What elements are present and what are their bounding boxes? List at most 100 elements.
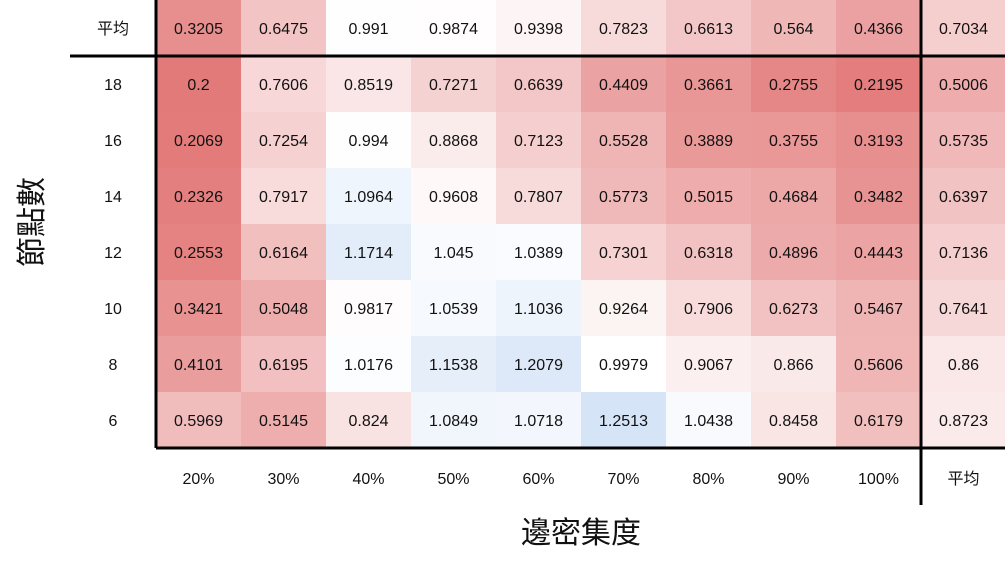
heatmap-cell-label: 0.2326 (174, 189, 223, 206)
heatmap-cell-fill (666, 336, 751, 392)
row-average-cell: 0.7641 (921, 280, 1005, 336)
column-average-cell-label: 0.6475 (259, 21, 308, 38)
column-average-cell-label: 0.4366 (854, 21, 903, 38)
heatmap-cell-label: 0.6195 (259, 357, 308, 374)
heatmap-cell: 0.994 (326, 112, 411, 168)
heatmap-cell-fill (156, 56, 241, 112)
column-average-cell-fill (326, 0, 411, 56)
heatmap-cell: 1.0849 (411, 392, 496, 448)
column-average-cell-label: 0.9874 (429, 21, 478, 38)
heatmap-cell-label: 1.0438 (684, 413, 733, 430)
y-axis-title: 節點數 (15, 177, 50, 267)
heatmap-cell: 0.2553 (156, 224, 241, 280)
heatmap-cell-label: 0.3755 (769, 133, 818, 150)
heatmap-cell-fill (666, 112, 751, 168)
heatmap-cell: 1.1036 (496, 280, 581, 336)
heatmap-cell-label: 0.7807 (514, 189, 563, 206)
row-average-cell: 0.86 (921, 336, 1005, 392)
heatmap-cell: 0.8519 (326, 56, 411, 112)
heatmap-cell: 0.5467 (836, 280, 921, 336)
heatmap-cell: 1.045 (411, 224, 496, 280)
row-average-cell-fill (921, 336, 1005, 392)
heatmap-cell-fill (836, 224, 921, 280)
heatmap-cell-fill (581, 168, 666, 224)
heatmap-cell: 0.5606 (836, 336, 921, 392)
heatmap-cell-label: 1.0718 (514, 413, 563, 430)
heatmap-cell-fill (496, 224, 581, 280)
heatmap-cell: 1.0438 (666, 392, 751, 448)
heatmap-cell: 0.6164 (241, 224, 326, 280)
heatmap-cell: 0.7906 (666, 280, 751, 336)
heatmap-cell-fill (156, 112, 241, 168)
heatmap-cell-label: 1.0389 (514, 245, 563, 262)
column-average-cell-fill (241, 0, 326, 56)
heatmap-cell: 0.7807 (496, 168, 581, 224)
heatmap-cell-fill (496, 168, 581, 224)
heatmap-cell-fill (836, 168, 921, 224)
heatmap-cell: 0.6639 (496, 56, 581, 112)
column-average-cell: 0.9874 (411, 0, 496, 56)
heatmap-cell-fill (241, 112, 326, 168)
heatmap-cell: 0.8868 (411, 112, 496, 168)
heatmap-cell-fill (751, 168, 836, 224)
heatmap-cell-label: 1.2079 (514, 357, 563, 374)
heatmap-cell-label: 1.045 (433, 245, 473, 262)
y-tick-average-label: 平均 (97, 20, 129, 38)
column-average-cell-fill (666, 0, 751, 56)
column-average-cell: 0.9398 (496, 0, 581, 56)
heatmap-cell-label: 0.4443 (854, 245, 903, 262)
heatmap-cell-fill (581, 56, 666, 112)
heatmap-cell-fill (751, 392, 836, 448)
heatmap-cell-fill (751, 112, 836, 168)
x-tick-label: 80% (692, 471, 724, 488)
heatmap-cell: 0.5528 (581, 112, 666, 168)
column-average-cell-label: 0.7823 (599, 21, 648, 38)
y-tick-label: 18 (104, 77, 122, 94)
heatmap-cell-fill (836, 392, 921, 448)
y-tick-label: 10 (104, 301, 122, 318)
row-average-column: 0.5006 0.5735 0.6397 0.7136 0.7641 0.86 0.8723 (921, 56, 1005, 448)
heatmap-cell: 0.4101 (156, 336, 241, 392)
row-average-cell-label: 0.86 (948, 357, 979, 374)
column-average-cell-fill (581, 0, 666, 56)
heatmap-cell-label: 0.9608 (429, 189, 478, 206)
column-average-cell-label: 0.3205 (174, 21, 223, 38)
heatmap-cell-label: 1.1538 (429, 357, 478, 374)
heatmap-cell-label: 0.3482 (854, 189, 903, 206)
heatmap-cell: 0.2 (156, 56, 241, 112)
heatmap-cell-fill (496, 56, 581, 112)
y-tick-label: 16 (104, 133, 122, 150)
row-average-cell-fill (921, 224, 1005, 280)
heatmap-cell-fill (666, 392, 751, 448)
heatmap-cell-label: 1.0849 (429, 413, 478, 430)
heatmap-cells: 0.2 0.7606 0.8519 0.7271 0.6639 0.4409 0.3661 0… (156, 56, 921, 448)
overall-average-cell-fill (921, 0, 1005, 56)
row-average-cell-label: 0.7641 (939, 301, 988, 318)
heatmap-cell-fill (156, 336, 241, 392)
heatmap-cell-label: 0.5606 (854, 357, 903, 374)
row-average-cell: 0.6397 (921, 168, 1005, 224)
heatmap-cell: 1.1538 (411, 336, 496, 392)
heatmap-cell-fill (666, 224, 751, 280)
heatmap-cell-label: 0.6179 (854, 413, 903, 430)
heatmap-cell-fill (751, 280, 836, 336)
row-average-cell-fill (921, 168, 1005, 224)
column-average-cell: 0.6475 (241, 0, 326, 56)
heatmap-cell: 0.9817 (326, 280, 411, 336)
heatmap-cell: 0.866 (751, 336, 836, 392)
heatmap-cell-fill (326, 336, 411, 392)
heatmap-cell: 0.4684 (751, 168, 836, 224)
heatmap-cell-label: 0.824 (348, 413, 388, 430)
heatmap-cell-label: 0.9817 (344, 301, 393, 318)
column-average-cell-label: 0.9398 (514, 21, 563, 38)
row-average-cell-fill (921, 280, 1005, 336)
heatmap-cell: 0.6179 (836, 392, 921, 448)
heatmap-cell-fill (666, 280, 751, 336)
heatmap-cell-label: 0.4409 (599, 77, 648, 94)
heatmap-cell-label: 0.2553 (174, 245, 223, 262)
heatmap-cell-label: 0.5467 (854, 301, 903, 318)
heatmap-cell-label: 0.3889 (684, 133, 733, 150)
x-tick-average-label: 平均 (947, 470, 979, 488)
heatmap-cell-label: 0.7123 (514, 133, 563, 150)
